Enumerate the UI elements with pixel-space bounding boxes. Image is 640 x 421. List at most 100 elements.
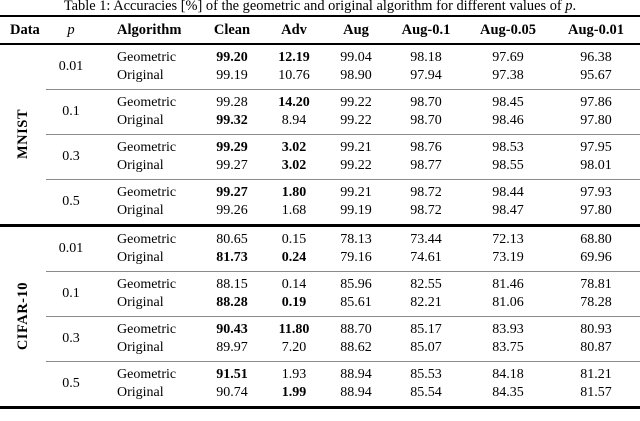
table-row: Geometric 99.28 14.20 99.22 98.70 98.45 97.86 [96,94,640,112]
p-group: 0.01 Geometric 80.65 0.15 78.13 73.44 72.13 68.… [46,227,640,271]
cell-aug-0.05: 83.75 [492,340,524,355]
cell-clean: 90.74 [216,385,248,400]
group-rows: Geometric 88.15 0.14 85.96 82.55 81.46 78.81 Or… [96,276,640,312]
cell-adv: 0.24 [281,250,307,265]
table-row: Original 99.32 8.94 99.22 98.70 98.46 97.80 [96,112,640,130]
cell-aug-0.1: 82.55 [410,277,442,292]
cell-aug-0.01: 97.80 [580,113,612,128]
group-rows: Geometric 90.43 11.80 88.70 85.17 83.93 80.93 O… [96,321,640,357]
algorithm-cell: Geometric [117,277,177,292]
group-rows: Geometric 99.27 1.80 99.21 98.72 98.44 97.93 Or… [96,184,640,220]
cell-aug-0.1: 82.21 [410,295,442,310]
cell-aug-0.05: 84.18 [492,367,524,382]
cell-aug-0.05: 72.13 [492,232,524,247]
table-row: Geometric 88.15 0.14 85.96 82.55 81.46 78.81 [96,276,640,294]
table-caption: Table 1: Accuracies [%] of the geometric… [0,0,640,14]
cell-clean: 99.29 [216,140,248,155]
cell-aug-0.05: 98.46 [492,113,524,128]
cell-clean: 81.73 [216,250,248,265]
cell-aug-0.1: 85.53 [410,367,442,382]
cell-aug-0.01: 78.28 [580,295,612,310]
cell-aug-0.01: 81.57 [580,385,612,400]
cell-aug: 78.13 [340,232,372,247]
table-row: Geometric 80.65 0.15 78.13 73.44 72.13 68.80 [96,231,640,249]
caption-variable-p: p [565,0,573,14]
cell-adv: 0.14 [281,277,307,292]
dataset-section-cifar-10: CIFAR-10 0.01 Geometric 80.65 0.15 78.13 73.44… [0,227,640,406]
cell-adv: 1.93 [281,367,307,382]
algorithm-cell: Geometric [117,140,177,155]
cell-clean: 99.28 [216,95,248,110]
dataset-section-mnist: MNIST 0.01 Geometric 99.20 12.19 99.04 98.18 97… [0,45,640,224]
cell-aug: 99.22 [340,158,372,173]
cell-aug-0.05: 83.93 [492,322,524,337]
algorithm-cell: Original [117,385,164,400]
algorithm-cell: Geometric [117,367,177,382]
dataset-label: MNIST [14,109,31,160]
cell-aug-0.01: 80.87 [580,340,612,355]
p-group: 0.1 Geometric 99.28 14.20 99.22 98.70 98.45 97.… [46,89,640,134]
cell-aug: 88.62 [340,340,372,355]
cell-aug-0.1: 98.18 [410,50,442,65]
table-row: Geometric 99.27 1.80 99.21 98.72 98.44 97.93 [96,184,640,202]
dataset-label-cell: CIFAR-10 [0,227,46,406]
cell-aug-0.1: 98.77 [410,158,442,173]
cell-clean: 99.32 [216,113,248,128]
cell-aug: 99.04 [340,50,372,65]
cell-aug-0.1: 85.17 [410,322,442,337]
col-header-data: Data [10,21,40,38]
cell-aug-0.01: 97.80 [580,203,612,218]
dataset-label: CIFAR-10 [14,282,31,351]
cell-clean: 89.97 [216,340,248,355]
caption-text: Table 1: Accuracies [%] of the geometric… [63,0,566,14]
algorithm-cell: Geometric [117,50,177,65]
cell-aug-0.05: 73.19 [492,250,524,265]
cell-clean: 99.27 [216,185,248,200]
cell-aug-0.1: 98.70 [410,113,442,128]
cell-aug-0.05: 81.46 [492,277,524,292]
cell-aug-0.1: 85.54 [410,385,442,400]
col-header-clean: Clean [213,21,251,38]
table-row: Original 90.74 1.99 88.94 85.54 84.35 81.57 [96,384,640,402]
cell-adv: 12.19 [278,50,310,65]
algorithm-cell: Original [117,158,164,173]
cell-adv: 1.68 [281,203,307,218]
cell-aug: 99.21 [340,140,372,155]
cell-clean: 99.19 [216,68,248,83]
p-group: 0.1 Geometric 88.15 0.14 85.96 82.55 81.46 78.8… [46,271,640,316]
group-rows: Geometric 99.29 3.02 99.21 98.76 98.53 97.95 Or… [96,139,640,175]
cell-aug-0.01: 97.93 [580,185,612,200]
cell-aug-0.05: 81.06 [492,295,524,310]
table-row: Original 81.73 0.24 79.16 74.61 73.19 69.96 [96,249,640,267]
cell-aug-0.05: 98.45 [492,95,524,110]
cell-clean: 88.15 [216,277,248,292]
cell-adv: 3.02 [281,158,307,173]
cell-aug-0.1: 98.70 [410,95,442,110]
col-header-adv: Adv [281,21,307,38]
cell-adv: 1.80 [281,185,307,200]
cell-adv: 0.15 [281,232,307,247]
cell-clean: 91.51 [216,367,248,382]
cell-aug-0.05: 84.35 [492,385,524,400]
algorithm-cell: Geometric [117,232,177,247]
cell-aug-0.1: 98.72 [410,185,442,200]
cell-clean: 99.27 [216,158,248,173]
cell-adv: 10.76 [278,68,310,83]
p-value: 0.3 [62,149,80,164]
p-value: 0.01 [58,59,84,74]
table-row: Original 88.28 0.19 85.61 82.21 81.06 78.28 [96,294,640,312]
p-groups: 0.01 Geometric 99.20 12.19 99.04 98.18 97.69 96… [46,45,640,224]
caption-period: . [572,0,577,14]
cell-aug: 99.22 [340,113,372,128]
cell-aug: 99.19 [340,203,372,218]
p-value: 0.5 [62,376,80,391]
top-rule [0,15,640,17]
cell-aug-0.05: 98.55 [492,158,524,173]
table-row: Geometric 99.20 12.19 99.04 98.18 97.69 96.38 [96,49,640,67]
algorithm-cell: Geometric [117,185,177,200]
cell-aug-0.1: 97.94 [410,68,442,83]
group-rows: Geometric 80.65 0.15 78.13 73.44 72.13 68.80 Or… [96,231,640,267]
cell-aug: 79.16 [340,250,372,265]
algorithm-cell: Original [117,295,164,310]
table-row: Original 99.19 10.76 98.90 97.94 97.38 95.67 [96,67,640,85]
